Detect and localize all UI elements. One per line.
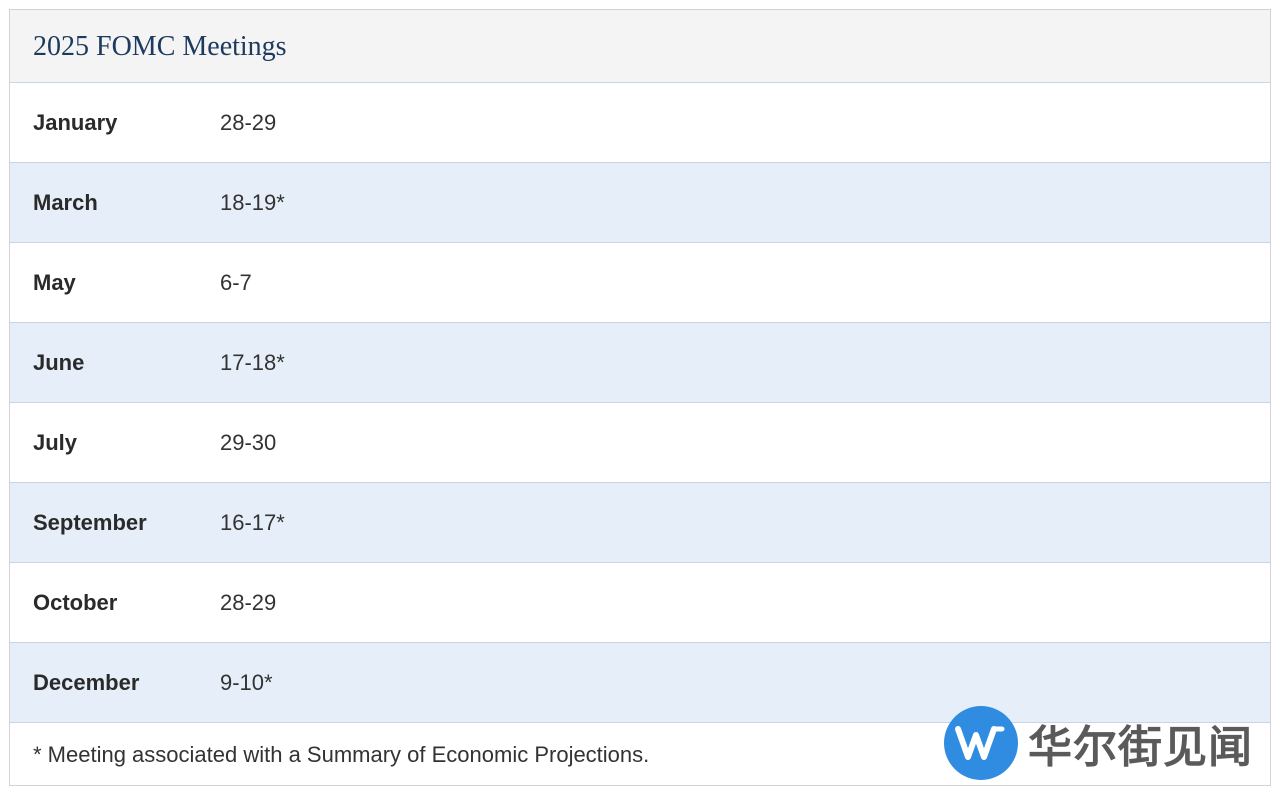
meeting-row-october: October 28-29: [10, 562, 1270, 642]
meeting-row-june: June 17-18*: [10, 322, 1270, 402]
meeting-dates: 6-7: [220, 269, 252, 295]
meeting-row-july: July 29-30: [10, 402, 1270, 482]
meeting-dates: 9-10*: [220, 669, 273, 695]
meeting-dates: 29-30: [220, 429, 277, 455]
meeting-month: September: [33, 509, 147, 535]
panel-header: 2025 FOMC Meetings: [10, 10, 1270, 82]
meeting-month: June: [33, 349, 85, 375]
page-title: 2025 FOMC Meetings: [33, 31, 287, 62]
meeting-dates: 16-17*: [220, 509, 285, 535]
fomc-meetings-panel: 2025 FOMC Meetings January 28-29 March 1…: [9, 9, 1271, 786]
meeting-month: July: [33, 429, 78, 455]
meeting-row-march: March 18-19*: [10, 162, 1270, 242]
meeting-dates: 18-19*: [220, 189, 285, 215]
wallstreetcn-logo-icon: [944, 706, 1018, 780]
meeting-month: January: [33, 109, 118, 135]
meeting-month: October: [33, 589, 118, 615]
meeting-row-may: May 6-7: [10, 242, 1270, 322]
watermark-brand: 华尔街见闻: [1028, 722, 1253, 773]
meeting-dates: 28-29: [220, 109, 277, 135]
footnote: * Meeting associated with a Summary of E…: [10, 722, 1270, 786]
watermark: 华尔街见闻: [944, 706, 1253, 780]
meeting-dates: 17-18*: [220, 349, 285, 375]
meeting-month: March: [33, 189, 98, 215]
meeting-row-september: September 16-17*: [10, 482, 1270, 562]
meeting-row-january: January 28-29: [10, 82, 1270, 162]
meeting-dates: 28-29: [220, 589, 277, 615]
meeting-month: December: [33, 669, 140, 695]
meeting-row-december: December 9-10*: [10, 642, 1270, 722]
meeting-month: May: [33, 269, 76, 295]
